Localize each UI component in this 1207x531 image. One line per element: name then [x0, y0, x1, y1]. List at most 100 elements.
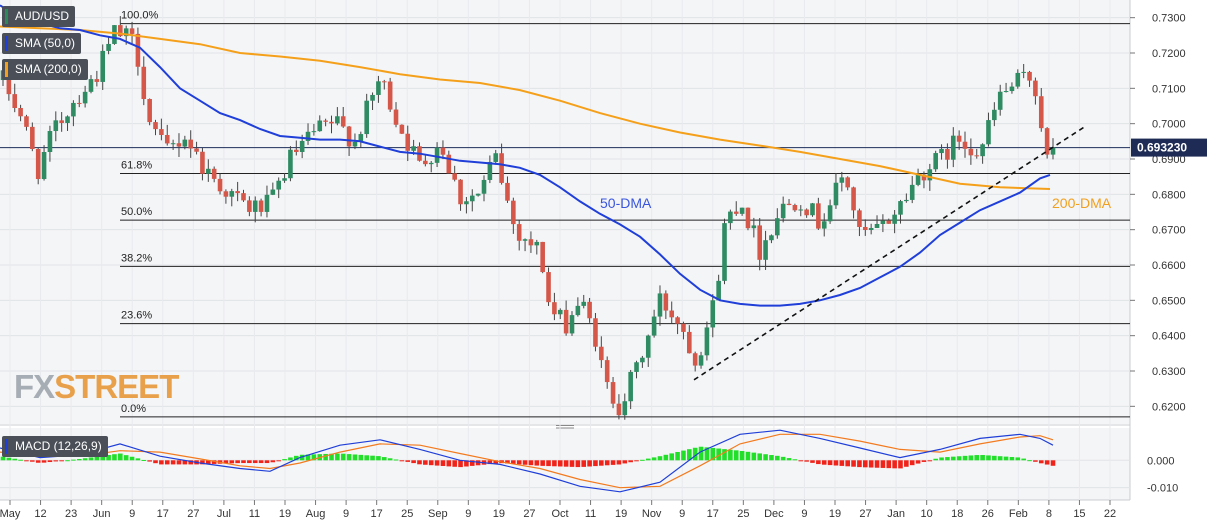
- candle-down: [663, 293, 669, 311]
- macd-histogram-bar: [18, 459, 23, 461]
- macd-histogram-bar: [323, 453, 328, 461]
- macd-histogram-bar: [663, 454, 669, 461]
- candlesticks: [0, 16, 1056, 420]
- candle-up: [170, 143, 176, 145]
- candle-up: [299, 140, 305, 152]
- candle-up: [997, 91, 1003, 110]
- candle-down: [552, 302, 557, 315]
- candle-up: [904, 199, 909, 202]
- candle-down: [194, 148, 199, 152]
- macd-histogram-bar: [722, 449, 727, 461]
- macd-histogram-bar: [739, 451, 745, 461]
- candle-up: [305, 131, 311, 141]
- candle-down: [247, 200, 252, 212]
- candle-up: [575, 305, 581, 316]
- macd-histogram-bar: [188, 460, 194, 465]
- candle-up: [82, 91, 88, 104]
- macd-histogram-bar: [223, 460, 229, 464]
- macd-histogram-bar: [563, 460, 569, 467]
- candle-down: [6, 70, 12, 95]
- candle-up: [493, 153, 499, 162]
- candle-down: [675, 317, 680, 324]
- macd-histogram-bar: [581, 460, 587, 467]
- candle-up: [252, 200, 258, 212]
- macd-histogram-bar: [692, 447, 698, 461]
- sma50-swatch: [5, 36, 8, 51]
- candle-down: [258, 200, 264, 212]
- macd-histogram-bar: [141, 459, 147, 461]
- candle-down: [745, 207, 751, 229]
- candle-up: [123, 28, 129, 37]
- x-tick-label: Aug: [306, 508, 326, 520]
- macd-histogram-bar: [511, 460, 516, 464]
- candle-down: [118, 25, 123, 37]
- x-tick-label: 22: [1104, 508, 1116, 520]
- macd-histogram-bar: [651, 457, 657, 461]
- fib-label: 61.8%: [121, 159, 152, 171]
- macd-histogram-bar: [610, 460, 616, 465]
- candle-down: [851, 187, 856, 211]
- macd-histogram-bar: [622, 460, 628, 464]
- macd-histogram-bar: [704, 447, 710, 461]
- candle-up: [469, 195, 475, 202]
- candle-down: [499, 153, 504, 183]
- macd-histogram-bar: [681, 450, 686, 461]
- macd-histogram-bar: [475, 460, 481, 466]
- macd-histogram-bar: [53, 460, 59, 462]
- x-tick-label: 25: [401, 508, 413, 520]
- price-tick-label: 0.6700: [1152, 225, 1186, 237]
- candle-down: [59, 120, 64, 123]
- candle-down: [1027, 71, 1032, 81]
- macd-histogram-bar: [100, 455, 106, 461]
- x-tick-label: 25: [737, 508, 749, 520]
- candle-up: [475, 193, 481, 196]
- candle-down: [323, 120, 328, 122]
- fib-label: 23.6%: [121, 310, 152, 322]
- macd-histogram-bar: [640, 459, 645, 461]
- dma200-annotation: 200-DMA: [1052, 195, 1112, 211]
- x-tick-label: Sep: [428, 508, 448, 520]
- candle-up: [1015, 72, 1021, 87]
- candle-down: [76, 102, 82, 104]
- macd-signal-line: [0, 433, 1054, 489]
- candle-up: [53, 120, 59, 132]
- macd-histogram-bar: [833, 460, 839, 466]
- macd-histogram-bar: [35, 460, 41, 463]
- macd-histogram-bar: [821, 460, 827, 465]
- candle-down: [211, 168, 217, 179]
- macd-histogram-bar: [862, 460, 868, 468]
- macd-histogram-bar: [1044, 460, 1050, 465]
- macd-legend: MACD (12,26,9): [2, 436, 108, 457]
- candle-up: [798, 209, 804, 211]
- macd-histogram-bar: [552, 460, 557, 467]
- candle-up: [270, 189, 276, 195]
- candle-up: [704, 327, 710, 356]
- candle-up: [358, 134, 364, 142]
- candle-down: [804, 209, 809, 216]
- candle-down: [516, 224, 522, 241]
- candle-down: [223, 191, 229, 197]
- candle-up: [352, 141, 358, 147]
- candle-down: [141, 66, 147, 100]
- macd-histogram-bar: [393, 459, 399, 461]
- candle-up: [65, 116, 70, 123]
- candle-up: [487, 161, 493, 180]
- candle-down: [692, 353, 698, 366]
- candle-down: [956, 135, 962, 142]
- macd-histogram-bar: [276, 460, 281, 462]
- candle-down: [528, 239, 534, 246]
- candle-down: [393, 109, 399, 125]
- candle-down: [505, 182, 510, 201]
- candle-up: [622, 401, 628, 416]
- macd-histogram-bar: [487, 460, 493, 465]
- candle-up: [581, 301, 587, 306]
- candle-up: [645, 335, 651, 358]
- candle-up: [522, 239, 528, 241]
- candle-down: [153, 122, 158, 130]
- price-tick-label: 0.6900: [1152, 154, 1186, 166]
- candle-down: [381, 81, 387, 83]
- macd-histogram-bar: [76, 459, 82, 461]
- last-price-badge: [1131, 138, 1207, 157]
